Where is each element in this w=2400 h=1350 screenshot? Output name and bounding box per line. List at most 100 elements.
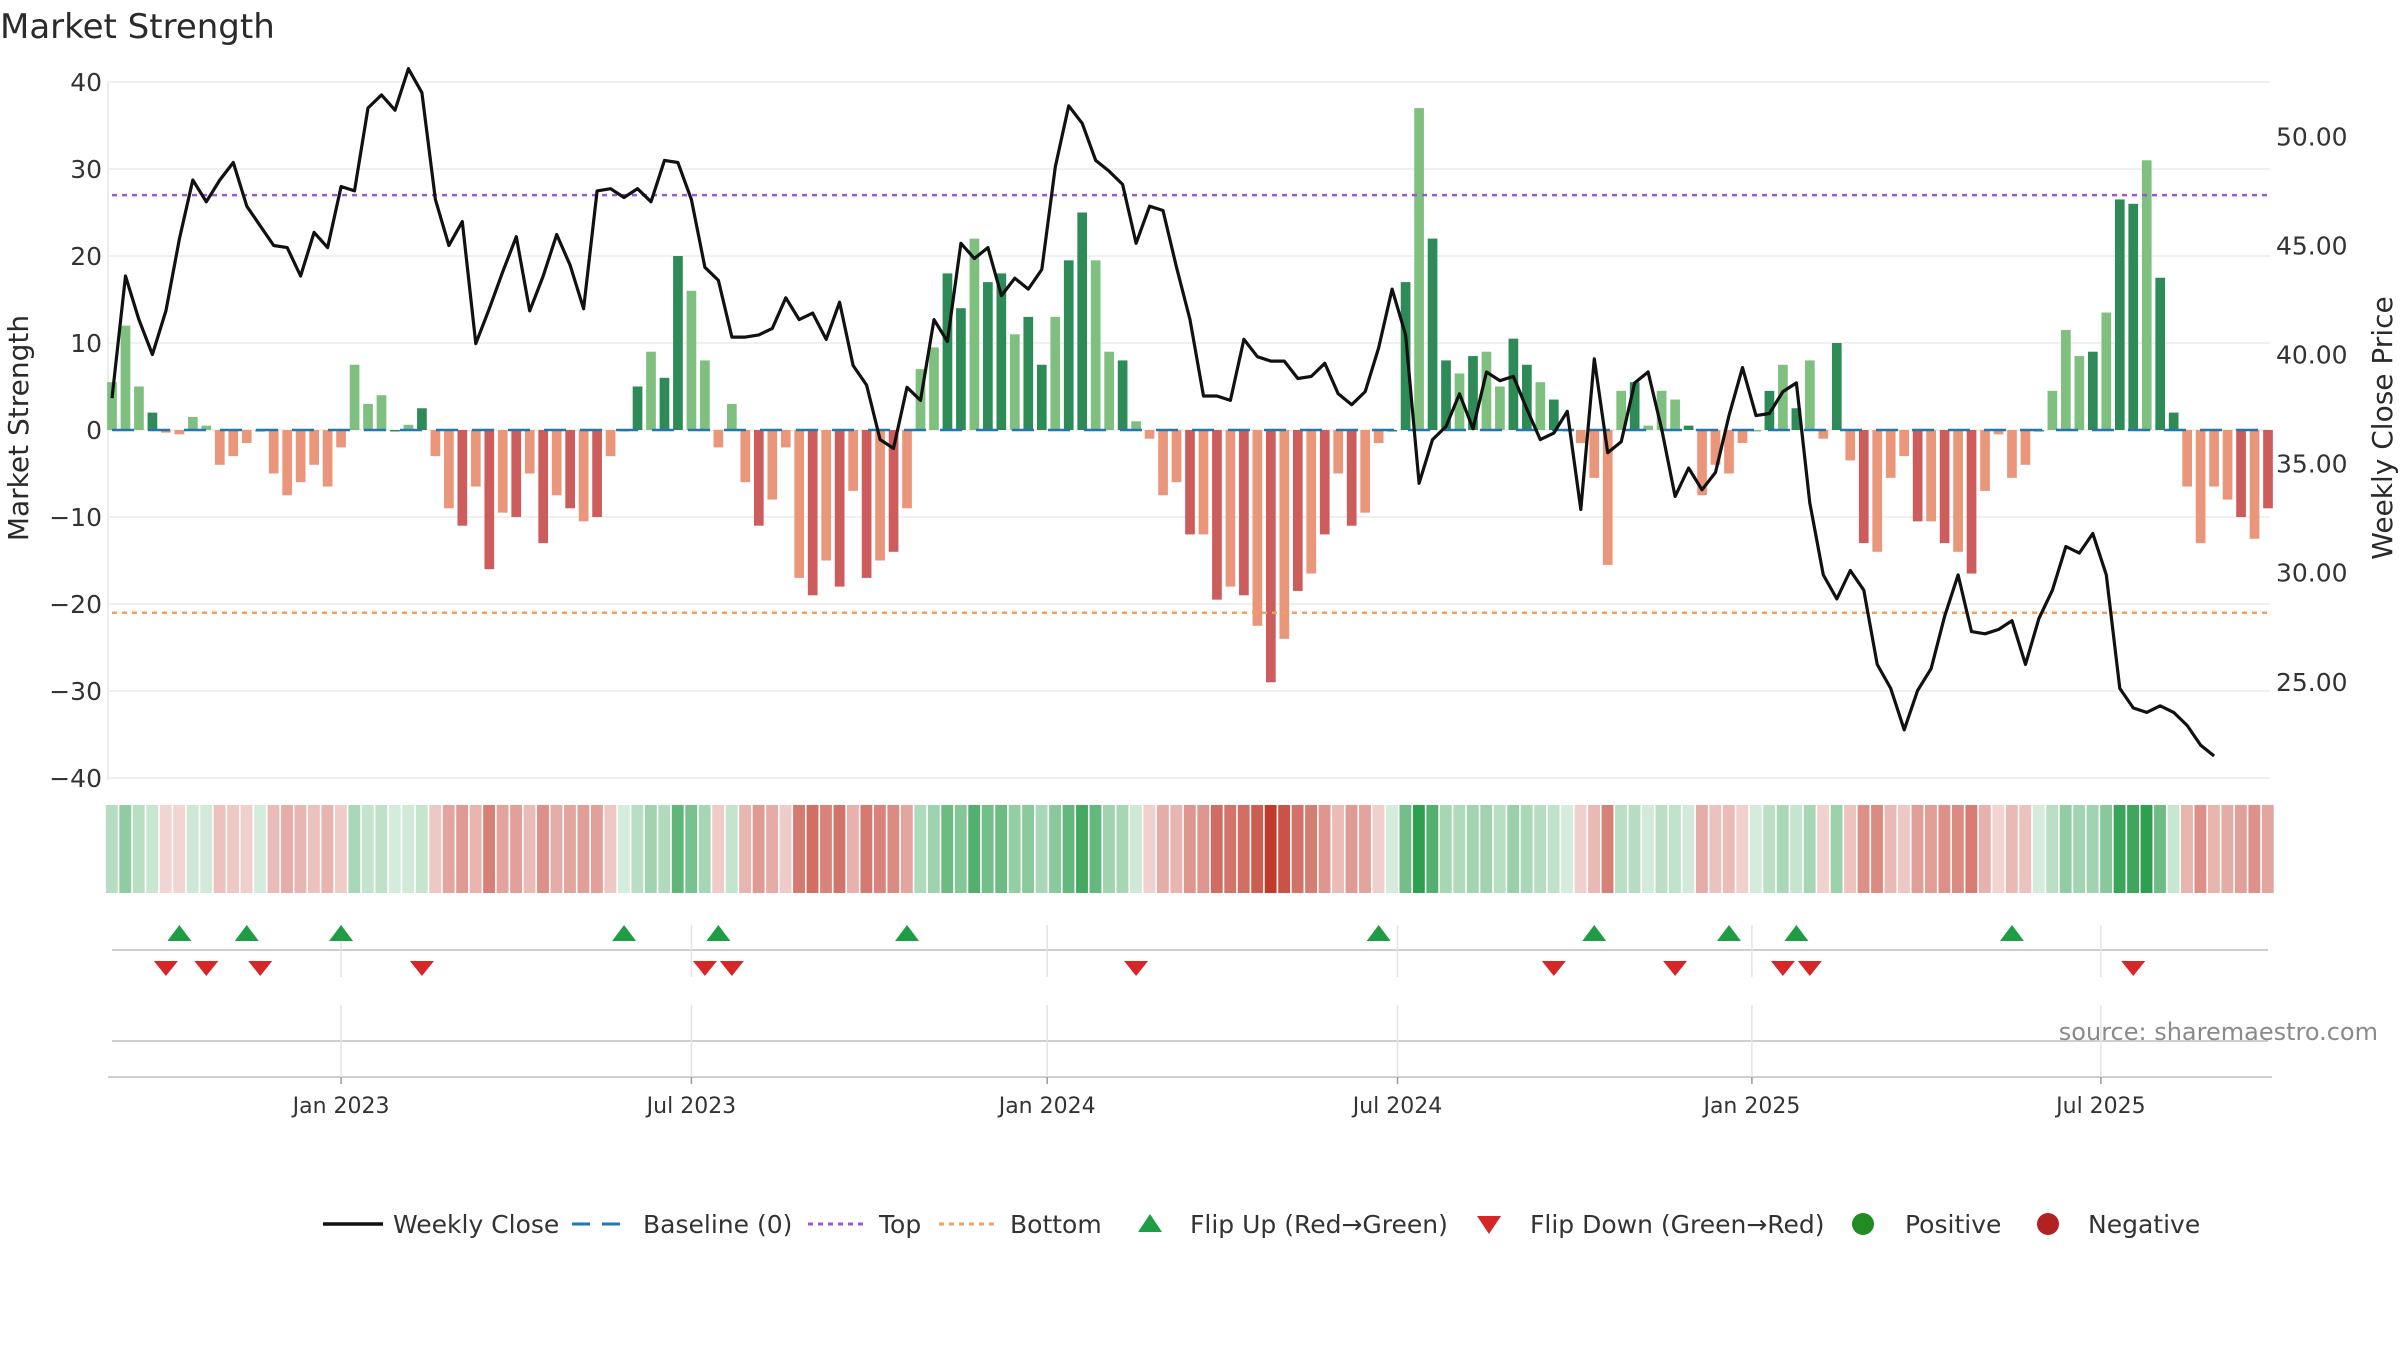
strength-bar <box>726 403 737 430</box>
heatmap-cell <box>954 805 967 893</box>
heatmap-cell <box>1938 805 1951 893</box>
heatmap-cell <box>240 805 253 893</box>
heatmap-cell <box>1898 805 1910 893</box>
heatmap-cell <box>1237 805 1250 893</box>
flip-down-marker <box>692 961 717 976</box>
heatmap-cell <box>1642 805 1654 893</box>
heatmap-cell <box>1588 805 1600 893</box>
heatmap-cell <box>227 805 240 893</box>
heatmap-cell <box>1062 805 1075 893</box>
heatmap-cell <box>2207 805 2220 893</box>
strength-bar <box>1845 430 1856 461</box>
flip-down-marker <box>409 961 434 976</box>
strength-bar <box>322 430 333 487</box>
strength-bar <box>241 430 252 444</box>
heatmap-cell <box>1480 805 1493 893</box>
heatmap-cell <box>361 805 374 893</box>
heatmap-cell <box>1291 805 1304 893</box>
strength-bar <box>578 430 589 522</box>
strength-bar <box>1212 430 1222 600</box>
strength-bar <box>1346 430 1357 526</box>
strength-bar <box>1885 430 1896 478</box>
strength-bar <box>1009 334 1020 430</box>
heatmap-cell <box>1655 805 1668 893</box>
heatmap-cell <box>590 805 603 893</box>
heatmap-cell <box>644 805 657 893</box>
strength-bar <box>2047 390 2058 430</box>
heatmap-cell <box>442 805 455 893</box>
strength-bar <box>430 430 441 457</box>
legend-label: Top <box>878 1210 921 1239</box>
strength-bar <box>1131 421 1141 430</box>
heatmap-cell <box>1628 805 1641 893</box>
heatmap-cell <box>1116 805 1129 893</box>
heatmap-cell <box>873 805 886 893</box>
strength-bar <box>1414 108 1424 430</box>
left-tick-label: −20 <box>49 590 102 619</box>
heatmap-cell <box>1493 805 1506 893</box>
strength-bar <box>282 430 293 496</box>
flip-up-marker <box>895 925 920 941</box>
strength-bar <box>1373 430 1384 444</box>
heatmap-cell <box>496 805 509 893</box>
strength-bar <box>1548 399 1559 430</box>
strength-bar <box>470 430 481 487</box>
heatmap-cell <box>725 805 738 893</box>
heatmap-cell <box>1776 805 1789 893</box>
left-tick-label: 40 <box>70 68 102 97</box>
source-credit: source: sharemaestro.com <box>2059 1018 2378 1046</box>
strength-bar <box>349 364 360 430</box>
heatmap-cell <box>860 805 873 893</box>
strength-bar <box>376 395 387 430</box>
strength-bar <box>2061 329 2071 430</box>
heatmap-cell <box>281 805 293 893</box>
heatmap-cell <box>968 805 981 893</box>
strength-bar <box>147 412 158 430</box>
strength-bar <box>1966 430 1977 574</box>
legend-item-baseline: Baseline (0) <box>572 1210 792 1239</box>
flip-up-marker <box>1366 925 1391 941</box>
heatmap-cell <box>1049 805 1061 893</box>
strength-bar <box>740 430 751 483</box>
heatmap-cell <box>941 805 954 893</box>
strength-bar <box>2249 430 2260 539</box>
legend-dot-icon <box>2037 1213 2059 1235</box>
strength-bar <box>969 238 980 430</box>
strength-bar <box>417 408 427 430</box>
strength-bar <box>875 430 885 561</box>
heatmap-cell <box>510 805 522 893</box>
strength-bar <box>592 430 602 517</box>
strength-bar <box>1117 360 1128 430</box>
heatmap-cell <box>577 805 590 893</box>
heatmap-cell <box>348 805 361 893</box>
left-tick-label: 20 <box>70 242 102 271</box>
heatmap-cell <box>1547 805 1560 893</box>
heatmap-cell <box>1911 805 1924 893</box>
strength-bar <box>2263 430 2273 509</box>
strength-bar <box>1158 430 1168 496</box>
strength-bar <box>1171 430 1182 483</box>
heatmap-cell <box>1224 805 1237 893</box>
legend-item-positive: Positive <box>1852 1210 2001 1239</box>
heatmap-cell <box>846 805 859 893</box>
x-tick-label: Jul 2023 <box>645 1094 737 1119</box>
heatmap-cell <box>1884 805 1897 893</box>
flip-up-marker <box>1999 925 2024 941</box>
strength-bar <box>780 430 791 448</box>
weekly-close-line <box>110 67 2216 758</box>
legend-label: Flip Up (Red→Green) <box>1190 1210 1448 1239</box>
flip-down-marker <box>248 961 273 976</box>
strength-bar <box>1252 430 1263 626</box>
flip-down-marker <box>1797 961 1822 976</box>
strength-bar <box>1926 430 1936 522</box>
strength-bar <box>524 430 535 474</box>
strength-bar <box>1279 430 1290 639</box>
heatmap-cell <box>1385 805 1398 893</box>
heatmap-cell <box>671 805 684 893</box>
flip-up-marker <box>612 925 637 941</box>
heatmap-cell <box>1035 805 1048 893</box>
strength-bar <box>794 430 805 578</box>
strength-bar <box>1683 425 1694 430</box>
heatmap-cell <box>1520 805 1533 893</box>
strength-bar <box>214 430 225 465</box>
